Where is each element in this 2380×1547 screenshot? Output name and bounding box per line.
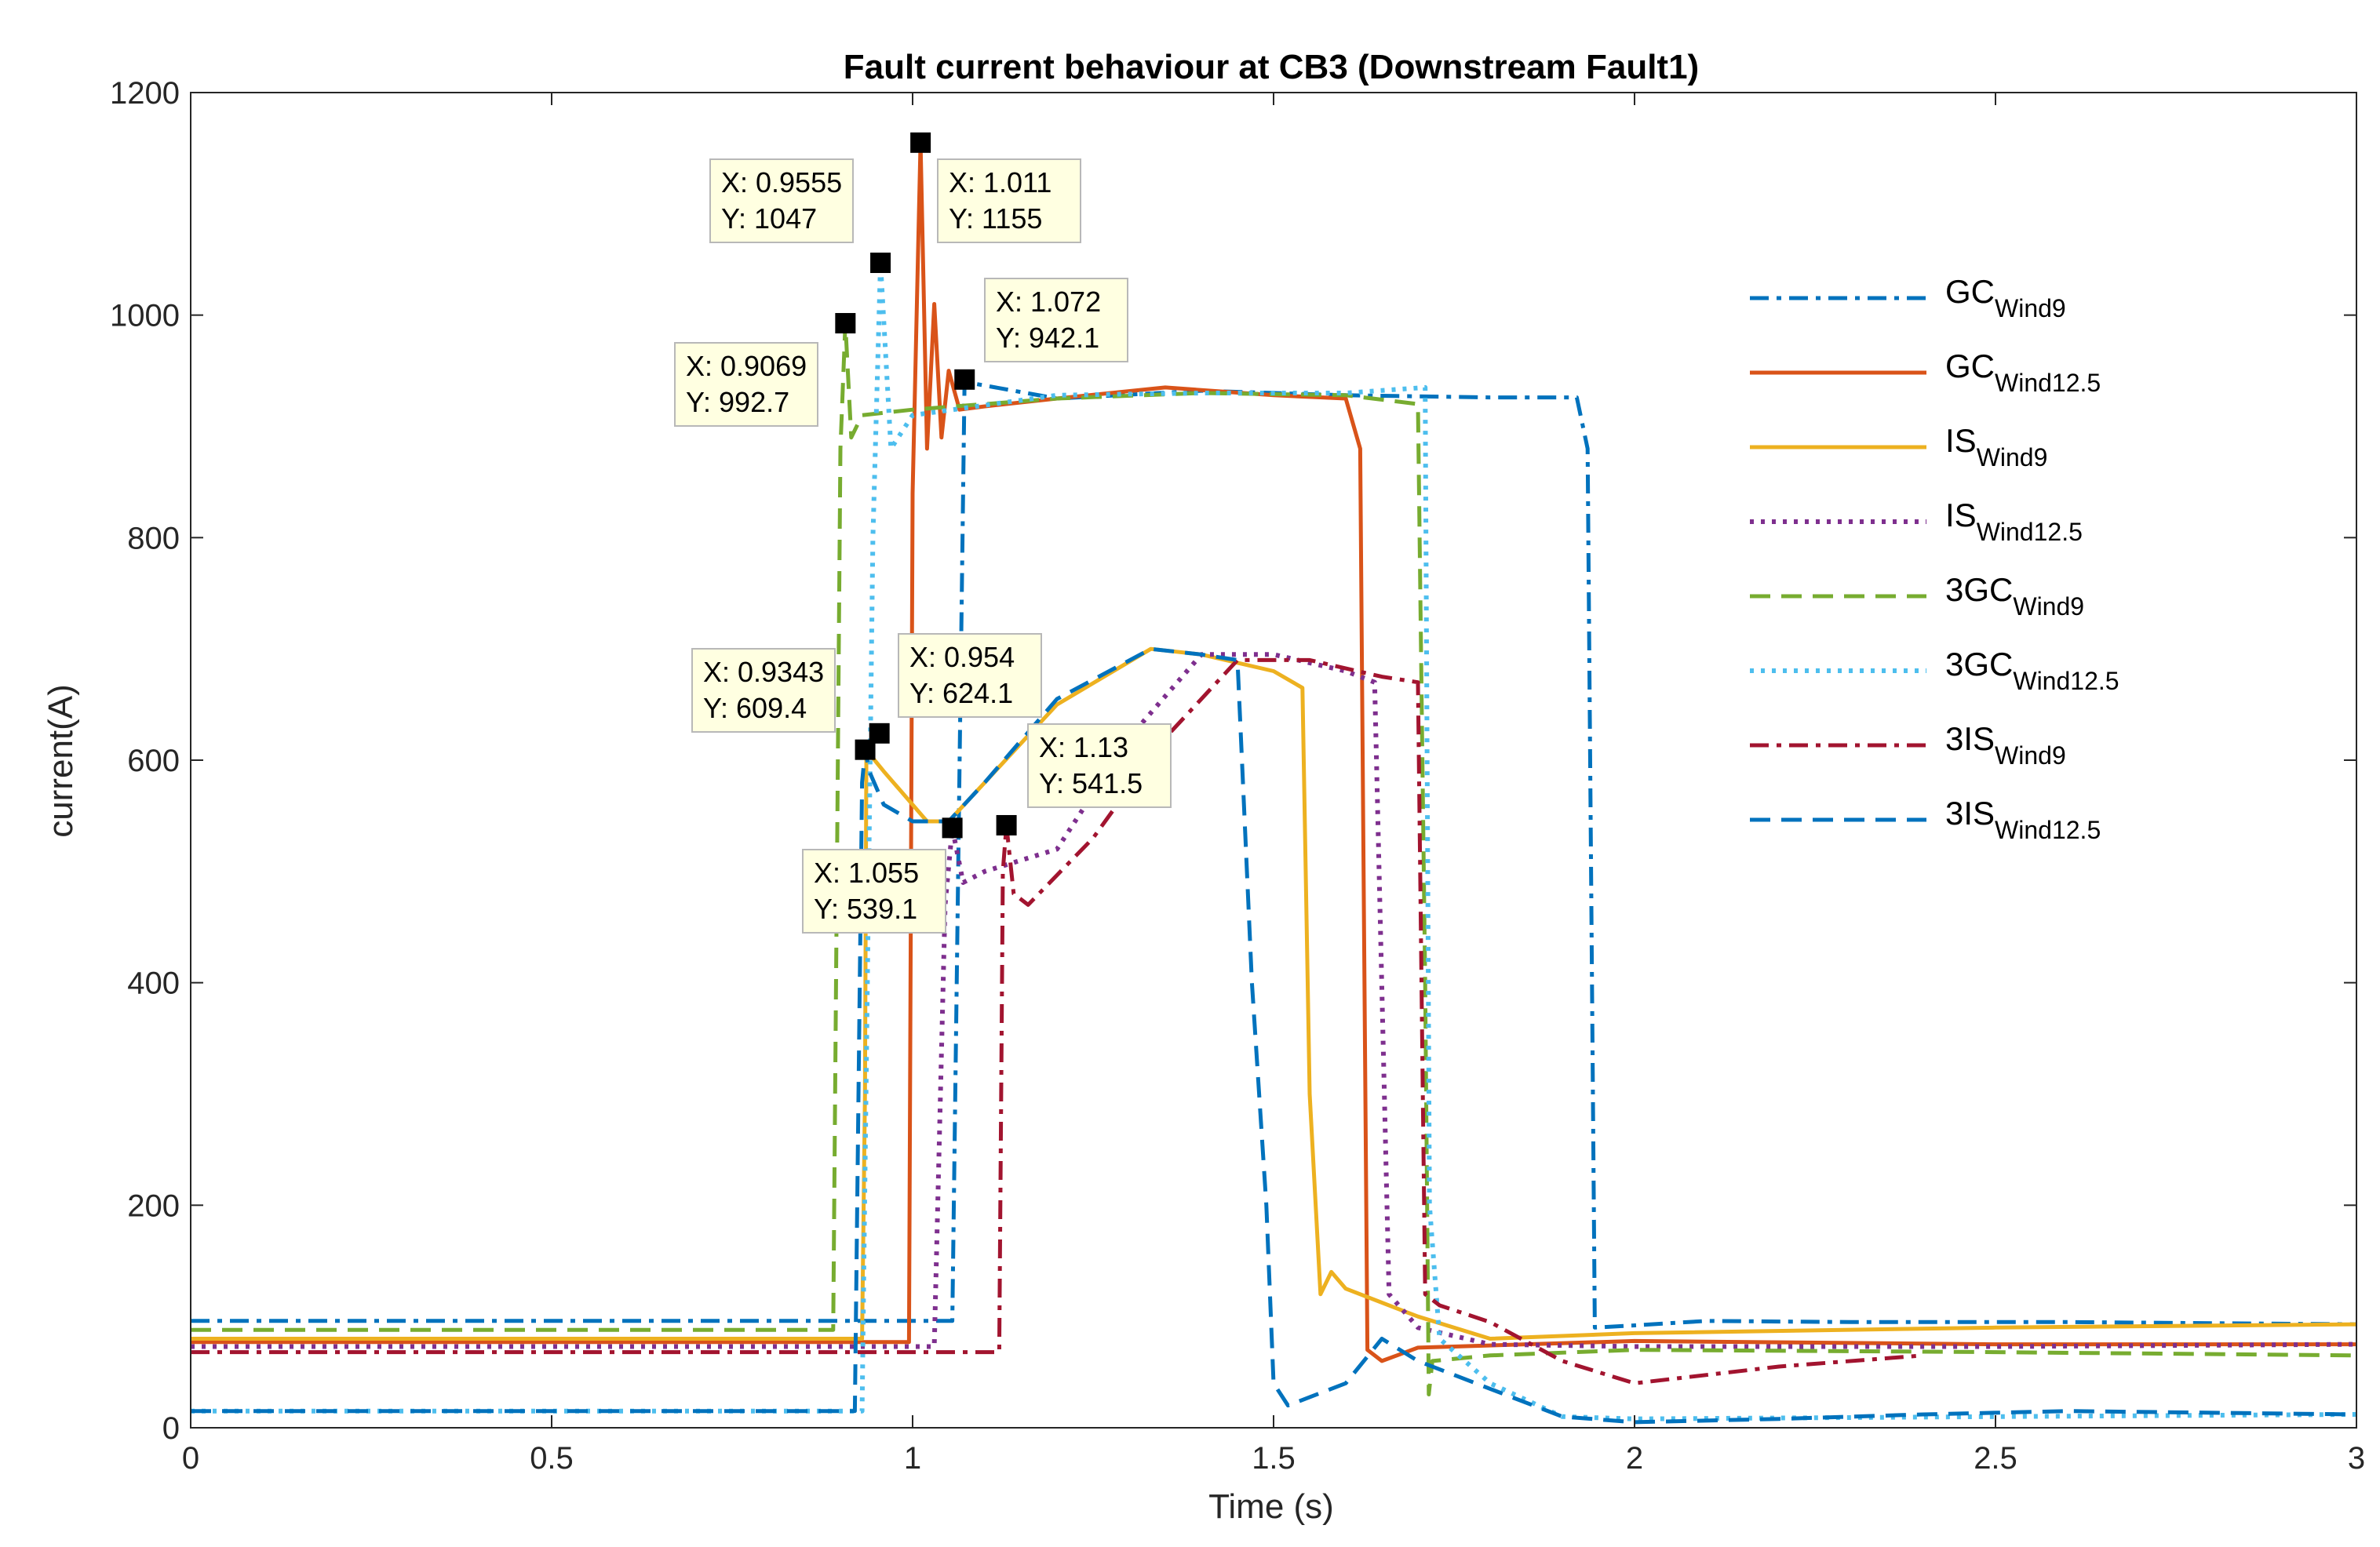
series-line-GCWind9 [191, 380, 2357, 1330]
x-tick-label: 3 [2348, 1441, 2365, 1476]
datatip-marker[interactable] [954, 369, 975, 390]
legend-label-ISWind9: ISWind9 [1945, 422, 2047, 471]
legend-label-GCWind9: GCWind9 [1945, 273, 2066, 322]
datatip-background [691, 648, 836, 733]
datatip-x-label: X: 1.072 [996, 286, 1101, 318]
datatip-background [984, 278, 1128, 362]
legend-label-3ISWind12.5: 3ISWind12.5 [1945, 795, 2101, 844]
datatip-marker[interactable] [996, 814, 1017, 835]
x-tick-label: 0 [182, 1441, 199, 1476]
datatip-x-label: X: 0.954 [909, 641, 1015, 673]
datatip-box[interactable]: X: 1.011 Y: 1155 [937, 158, 1081, 243]
datatip-marker[interactable] [870, 253, 891, 274]
datatip-marker[interactable] [869, 723, 890, 744]
datatip-x-label: X: 1.011 [949, 166, 1052, 198]
x-tick-label: 1 [904, 1441, 921, 1476]
datatip-y-label: Y: 541.5 [1039, 767, 1143, 799]
y-axis-title: current(A) [42, 684, 80, 838]
datatip-box[interactable]: X: 1.13 Y: 541.5 [1027, 723, 1172, 808]
datatip-y-label: Y: 1155 [949, 202, 1042, 235]
datatip-box[interactable]: X: 0.9343 Y: 609.4 [691, 648, 836, 733]
datatip-background [937, 158, 1081, 243]
y-tick-label: 200 [127, 1188, 180, 1223]
datatip-marker[interactable] [910, 132, 931, 153]
datatip-marker[interactable] [835, 313, 856, 334]
x-tick-label: 2 [1626, 1441, 1643, 1476]
datatip-y-label: Y: 609.4 [703, 692, 807, 724]
datatip-box[interactable]: X: 1.072 Y: 942.1 [984, 278, 1128, 362]
x-tick-label: 1.5 [1252, 1441, 1296, 1476]
legend: GCWind9 GCWind12.5 ISWind9 ISWind12.5 3GCWin… [1750, 273, 2119, 844]
legend-label-3GCWind12.5: 3GCWind12.5 [1945, 646, 2119, 695]
y-tick-label: 1200 [110, 76, 180, 111]
datatip-background [1027, 723, 1172, 808]
datatip-background [802, 849, 946, 934]
annotations-layer: X: 0.9555 Y: 1047 X: 1.011 Y: 1155 X: 1.072 Y… [674, 132, 1172, 934]
datatip-box[interactable]: X: 0.954 Y: 624.1 [898, 633, 1042, 718]
datatip-y-label: Y: 539.1 [814, 893, 917, 925]
datatip-x-label: X: 1.13 [1039, 731, 1128, 763]
datatip-y-label: Y: 624.1 [909, 677, 1013, 709]
series-line-3ISWind12.5 [191, 646, 2357, 1425]
datatip-y-label: Y: 942.1 [996, 322, 1099, 354]
datatip-box[interactable]: X: 1.055 Y: 539.1 [802, 849, 946, 934]
datatip-x-label: X: 0.9343 [703, 656, 824, 688]
x-tick-label: 0.5 [530, 1441, 574, 1476]
ticks-layer: 0 0.5 1 1.5 2 2.5 3 0 200 400 600 800 1000 1200 [110, 76, 2365, 1476]
series-line-ISWind12.5 [191, 652, 2357, 1349]
y-tick-label: 0 [162, 1411, 180, 1446]
datatip-box[interactable]: X: 0.9555 Y: 1047 [709, 158, 854, 243]
legend-label-GCWind12.5: GCWind12.5 [1945, 348, 2101, 397]
datatip-y-label: Y: 1047 [721, 202, 817, 235]
datatip-x-label: X: 1.055 [814, 857, 919, 889]
datatip-x-label: X: 0.9069 [686, 350, 807, 382]
datatip-y-label: Y: 992.7 [686, 386, 789, 418]
x-axis-title: Time (s) [1208, 1487, 1334, 1526]
legend-label-3ISWind9: 3ISWind9 [1945, 720, 2066, 770]
y-tick-label: 600 [127, 744, 180, 778]
chart-title: Fault current behaviour at CB3 (Downstre… [844, 48, 1699, 86]
x-tick-label: 2.5 [1974, 1441, 2017, 1476]
legend-label-3GCWind9: 3GCWind9 [1945, 571, 2084, 621]
datatip-marker[interactable] [942, 817, 963, 839]
datatip-box[interactable]: X: 0.9069 Y: 992.7 [674, 342, 818, 427]
legend-label-ISWind12.5: ISWind12.5 [1945, 497, 2083, 546]
y-tick-label: 400 [127, 966, 180, 1001]
y-tick-label: 1000 [110, 299, 180, 333]
datatip-background [709, 158, 854, 243]
y-tick-label: 800 [127, 521, 180, 555]
datatip-background [674, 342, 818, 427]
datatip-background [898, 633, 1042, 718]
datatip-x-label: X: 0.9555 [721, 166, 842, 198]
